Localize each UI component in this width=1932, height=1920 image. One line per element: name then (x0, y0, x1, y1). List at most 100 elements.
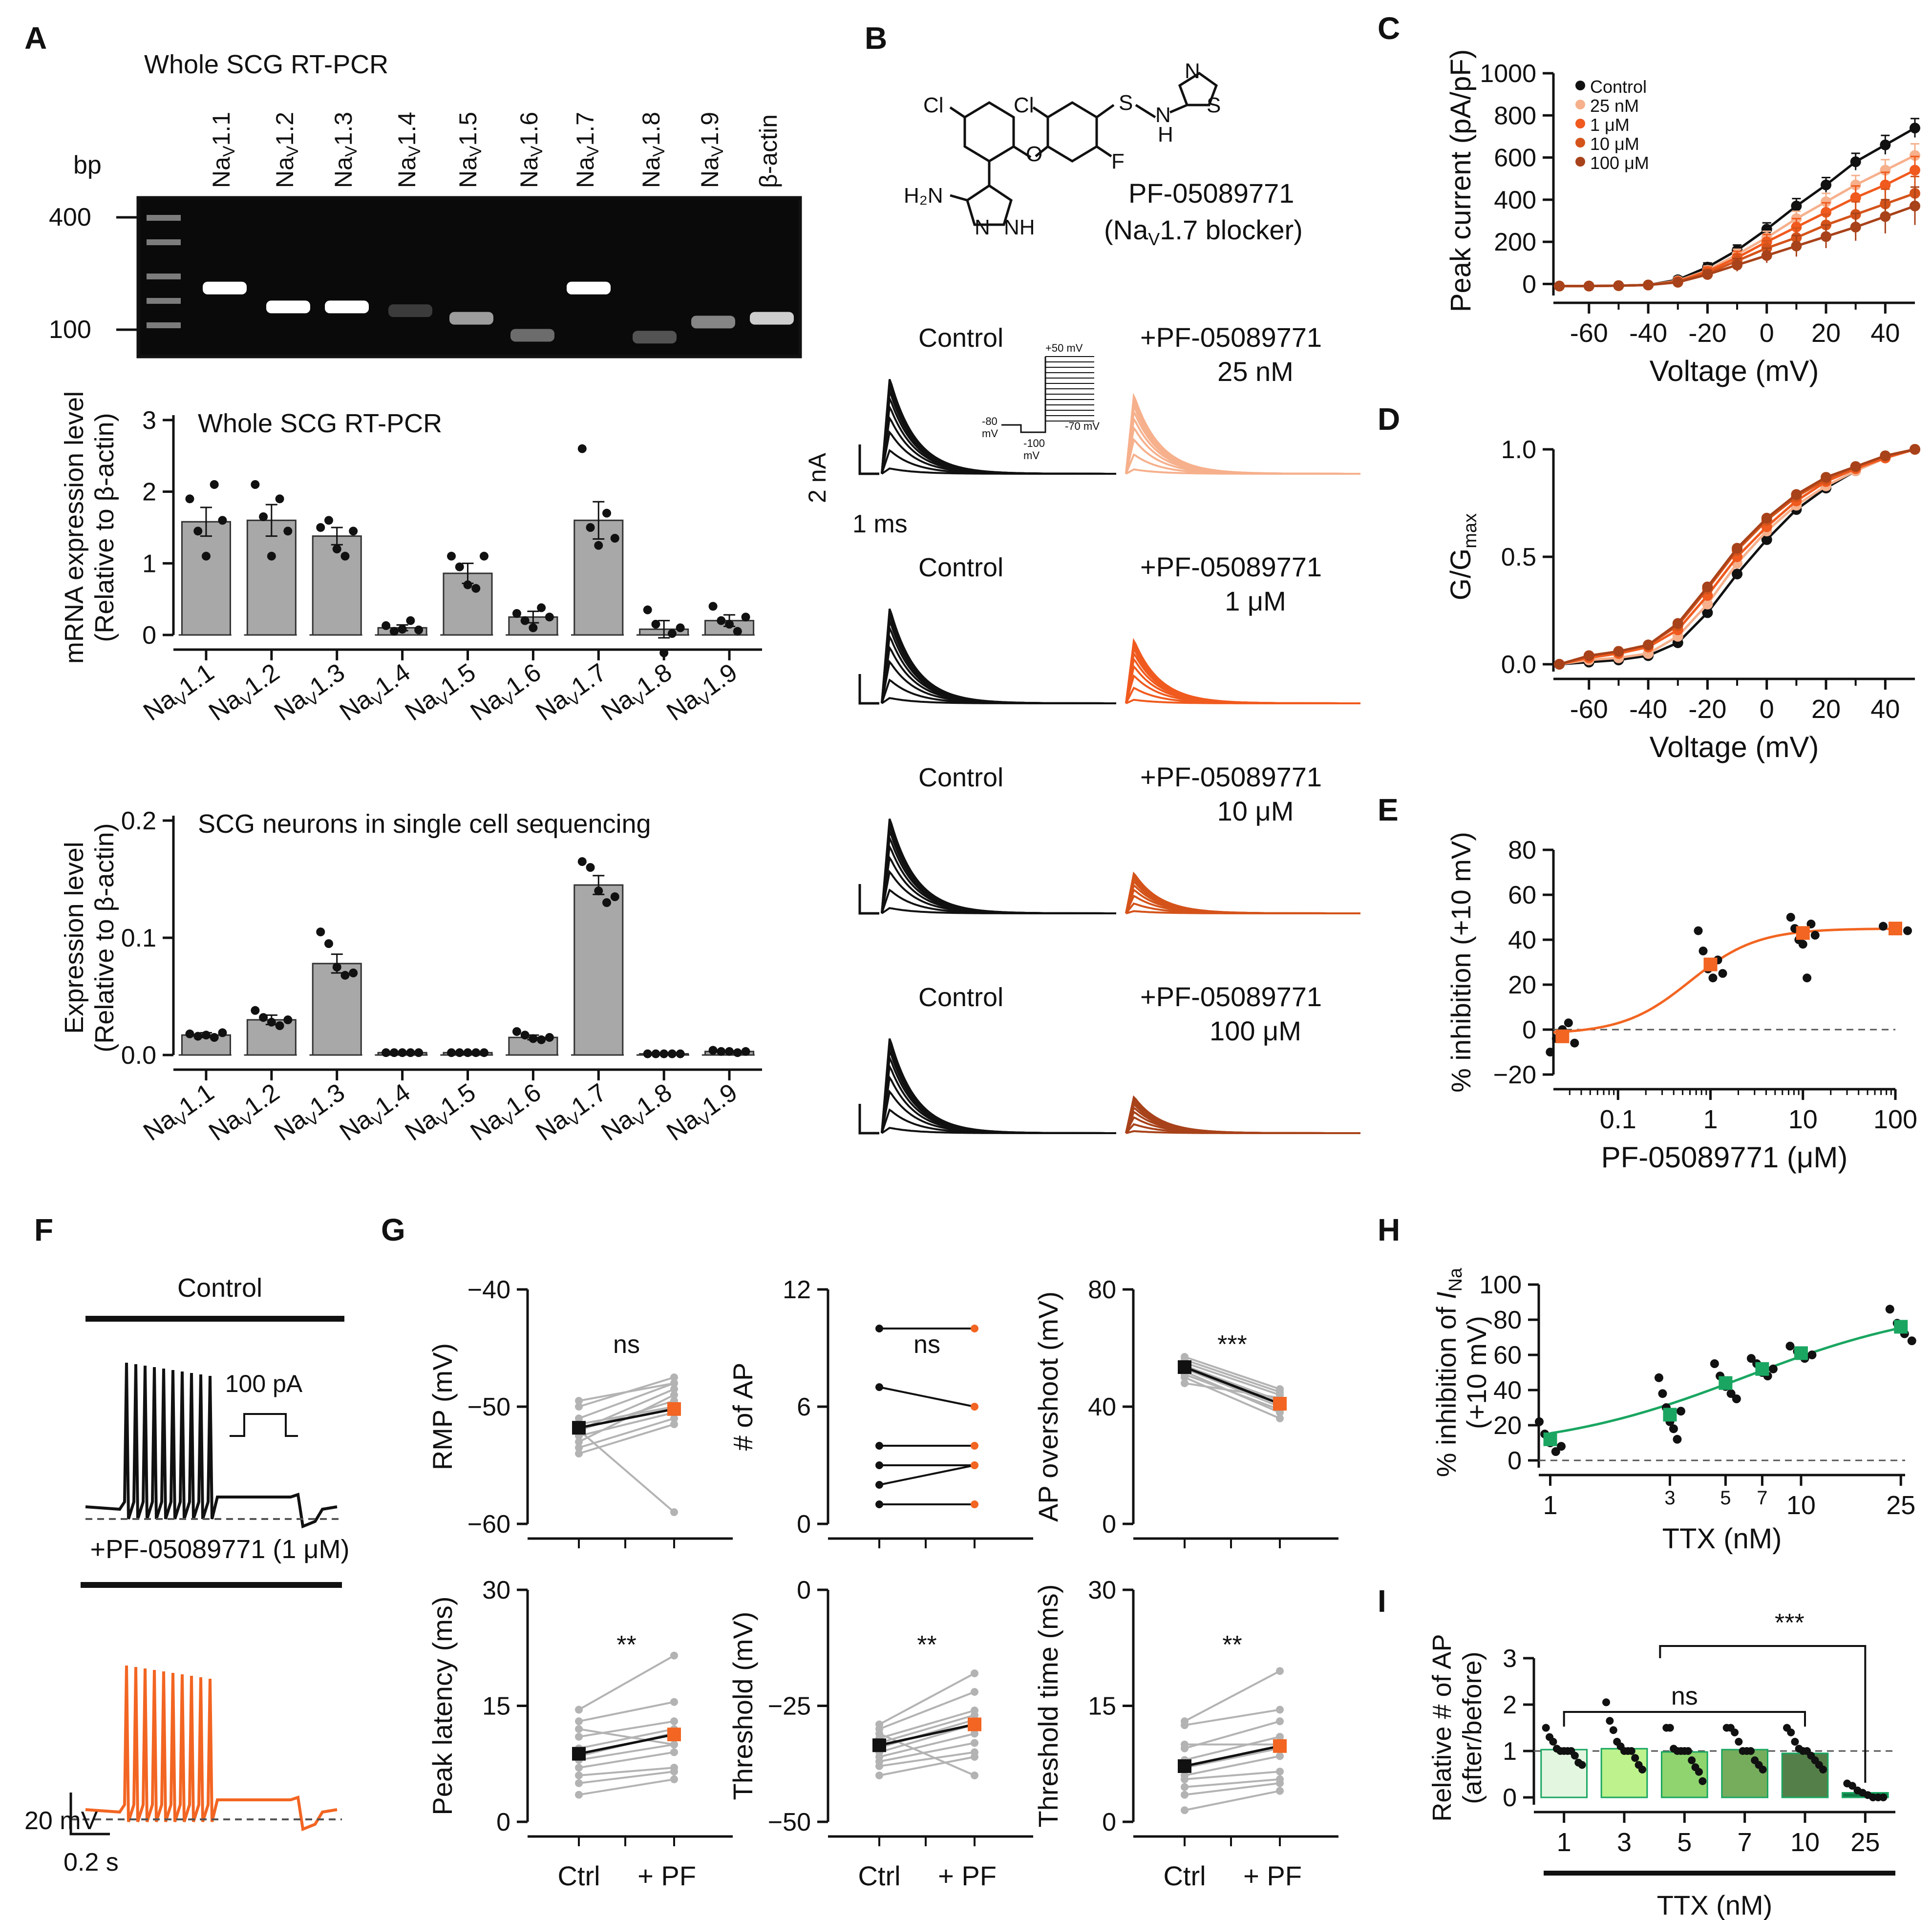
gel-lane-label: NaV1.7 (572, 112, 602, 188)
panel-label-c: C (1378, 11, 1400, 46)
pair-point-ctrl (575, 1450, 583, 1457)
gel-image (136, 196, 802, 359)
data-point (210, 1033, 219, 1042)
x-tick-label: 40 (1870, 695, 1900, 724)
chart-c-iv: 0 200 400 600 800 1000 -60 -40 -20 0 20 40 Voltage (… (1445, 49, 1920, 387)
data-point (463, 1048, 472, 1057)
x-tick-label: -20 (1688, 695, 1726, 724)
y-axis-label: Relative # of AP (1427, 1634, 1457, 1821)
data-point (324, 516, 333, 525)
y-axis-label: % inhibition (+10 mV) (1445, 832, 1476, 1093)
mean-line (578, 1408, 675, 1429)
x-tick-label: 100 (1873, 1105, 1917, 1134)
data-point (332, 545, 341, 553)
x-tick-label: 7 (1757, 1487, 1767, 1509)
data-point (651, 620, 660, 629)
gel-ladder-band (147, 298, 181, 304)
data-point (667, 629, 677, 638)
y-axis-label: Threshold (mV) (727, 1612, 758, 1800)
pair-line (578, 1728, 675, 1746)
data-point (1602, 1698, 1610, 1707)
chart-i-ttx-ap: 0 1 2 3 1 3 5 7 10 25 TTX (nM) Relative # of AP (aft… (1427, 1609, 1895, 1920)
x-tick-label: 0 (1760, 695, 1774, 724)
y-tick-label: 80 (1088, 1276, 1116, 1304)
x-tick-label: Ctrl (1163, 1860, 1206, 1891)
pair-line (578, 1654, 675, 1711)
pair-line (1184, 1356, 1280, 1390)
x-tick-label: NaV1.8 (596, 1078, 679, 1149)
x-tick-label: NaV1.6 (466, 658, 548, 729)
data-point (1698, 947, 1708, 955)
y-tick-label: 0 (496, 1808, 510, 1836)
b-drug-name: +PF-05089771 (1140, 551, 1322, 582)
y-tick-label: −60 (467, 1510, 510, 1539)
pair-point-pf (1276, 1667, 1284, 1675)
data-point (218, 1028, 227, 1037)
bar (1600, 1748, 1648, 1798)
data-point (1556, 1442, 1566, 1451)
y-tick-label: 3 (1503, 1645, 1517, 1673)
data-point (1850, 179, 1861, 190)
data-point (610, 892, 619, 901)
b-control-traces (881, 608, 1116, 704)
y-tick-label: 80 (1493, 1306, 1522, 1334)
panel-label-b: B (865, 21, 887, 56)
mean-marker (1894, 1320, 1908, 1334)
x-tick-label: 25 (1886, 1491, 1915, 1520)
pair-line (1184, 1709, 1280, 1727)
data-point (717, 1047, 726, 1056)
data-point (676, 623, 685, 633)
pair-point-pf (971, 1461, 978, 1469)
data-point (1731, 1729, 1739, 1736)
y-tick-label: 0 (1522, 1016, 1536, 1044)
sig-bracket-stars (1659, 1645, 1867, 1783)
pair-point-ctrl (1181, 1379, 1189, 1387)
pair-point-pf (971, 1688, 978, 1696)
b-control-label: Control (918, 983, 1003, 1012)
atom-n-2: N (1185, 59, 1200, 83)
y-tick-label: 600 (1494, 144, 1536, 172)
data-point (455, 1048, 464, 1057)
y-tick-label: 80 (1508, 836, 1536, 865)
atom-n-3: N (975, 215, 990, 239)
pair-point-pf (670, 1414, 678, 1422)
data-point (1609, 1726, 1617, 1734)
current-trace (1125, 646, 1360, 704)
paired-plot-g_ov: 0 40 80 AP overshoot (mV) *** (1033, 1276, 1338, 1548)
y-axis-label: # of AP (727, 1363, 758, 1451)
pair-line (578, 1720, 675, 1738)
data-point (537, 603, 546, 612)
data-point (1549, 1738, 1557, 1746)
pair-line (1184, 1747, 1280, 1769)
y-tick-label: 0 (1507, 1447, 1522, 1475)
current-trace (881, 1054, 1116, 1134)
b-drug-name: +PF-05089771 (1140, 322, 1322, 353)
y-tick-label: 30 (1088, 1576, 1116, 1604)
y-tick-label: 0.0 (1501, 651, 1536, 679)
atom-f: F (1111, 149, 1125, 173)
atom-s-2: S (1207, 93, 1221, 117)
current-trace (1125, 638, 1360, 704)
y-tick-label: 0.1 (121, 924, 156, 952)
b-drug-conc: 1 μM (1225, 586, 1286, 616)
pair-point-ctrl (1181, 1775, 1189, 1783)
gel-lane-label: NaV1.6 (515, 112, 546, 188)
data-point (1732, 543, 1743, 554)
data-point (586, 863, 595, 872)
data-point (545, 612, 554, 622)
data-point (725, 1047, 734, 1056)
data-point (1761, 512, 1772, 524)
legend-marker (1575, 81, 1585, 90)
data-point (1554, 659, 1565, 670)
data-point (193, 527, 203, 536)
data-point (643, 605, 652, 614)
y-tick-label: 2 (142, 478, 156, 506)
pair-point-ctrl (575, 1725, 583, 1733)
data-point (1880, 450, 1891, 462)
pair-point-ctrl (875, 1500, 883, 1508)
data-point (1666, 1724, 1674, 1732)
data-point (471, 1048, 481, 1057)
b-control-traces (881, 1038, 1116, 1134)
y-axis-label: mRNA expression level (60, 391, 89, 664)
data-point (1695, 1768, 1703, 1776)
